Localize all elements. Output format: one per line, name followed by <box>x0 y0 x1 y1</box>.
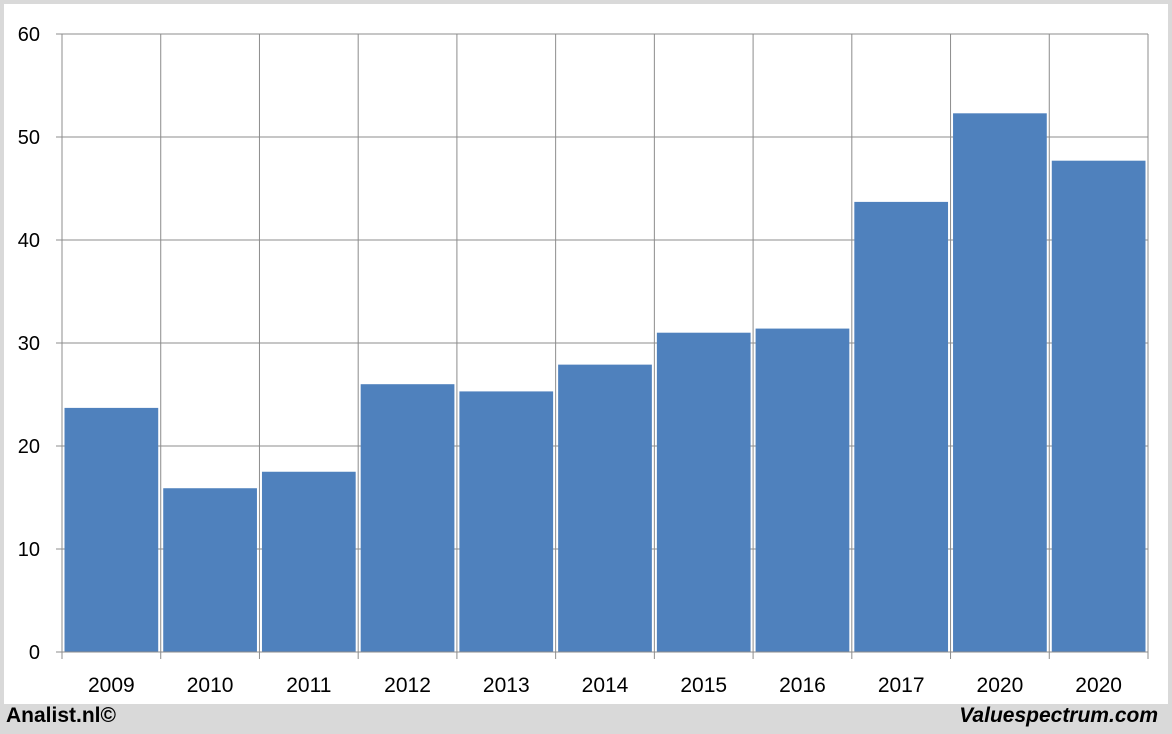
x-tick-label: 2012 <box>384 674 431 697</box>
x-tick-labels: 2009 2010 2011 2012 2013 2014 2015 2016 2017 2020… <box>88 674 1122 697</box>
bar <box>163 488 257 652</box>
y-tick-label: 60 <box>18 24 40 46</box>
y-tick-label: 30 <box>18 333 40 355</box>
footer-source-left: Analist.nl© <box>6 704 116 727</box>
bar <box>261 471 356 652</box>
bar <box>459 391 554 652</box>
x-tick-label: 2009 <box>88 674 135 697</box>
x-tick-label: 2015 <box>680 674 727 697</box>
y-tick-label: 0 <box>29 642 40 664</box>
x-tick-label: 2014 <box>582 674 629 697</box>
x-tick-label: 2011 <box>286 674 331 697</box>
x-tick-label: 2010 <box>187 674 234 697</box>
bar <box>64 407 159 652</box>
y-tick-label: 50 <box>18 127 40 149</box>
x-tick-label: 2020 <box>1075 674 1122 697</box>
bar <box>360 384 455 652</box>
y-tick-labels: 0 10 20 30 40 50 60 <box>18 24 40 664</box>
bar <box>558 364 652 652</box>
y-tick-label: 10 <box>18 539 40 561</box>
axes <box>56 33 1149 659</box>
bar <box>656 332 751 652</box>
bars <box>64 113 1146 652</box>
bar <box>953 113 1047 652</box>
x-tick-label: 2013 <box>483 674 530 697</box>
y-tick-label: 20 <box>18 436 40 458</box>
x-tick-label: 2017 <box>878 674 925 697</box>
bar <box>854 201 949 652</box>
bar <box>755 328 850 652</box>
bar <box>1051 160 1146 652</box>
footer-source-right: Valuespectrum.com <box>959 704 1158 727</box>
x-tick-label: 2020 <box>977 674 1024 697</box>
y-tick-label: 40 <box>18 230 40 252</box>
x-tick-label: 2016 <box>779 674 826 697</box>
